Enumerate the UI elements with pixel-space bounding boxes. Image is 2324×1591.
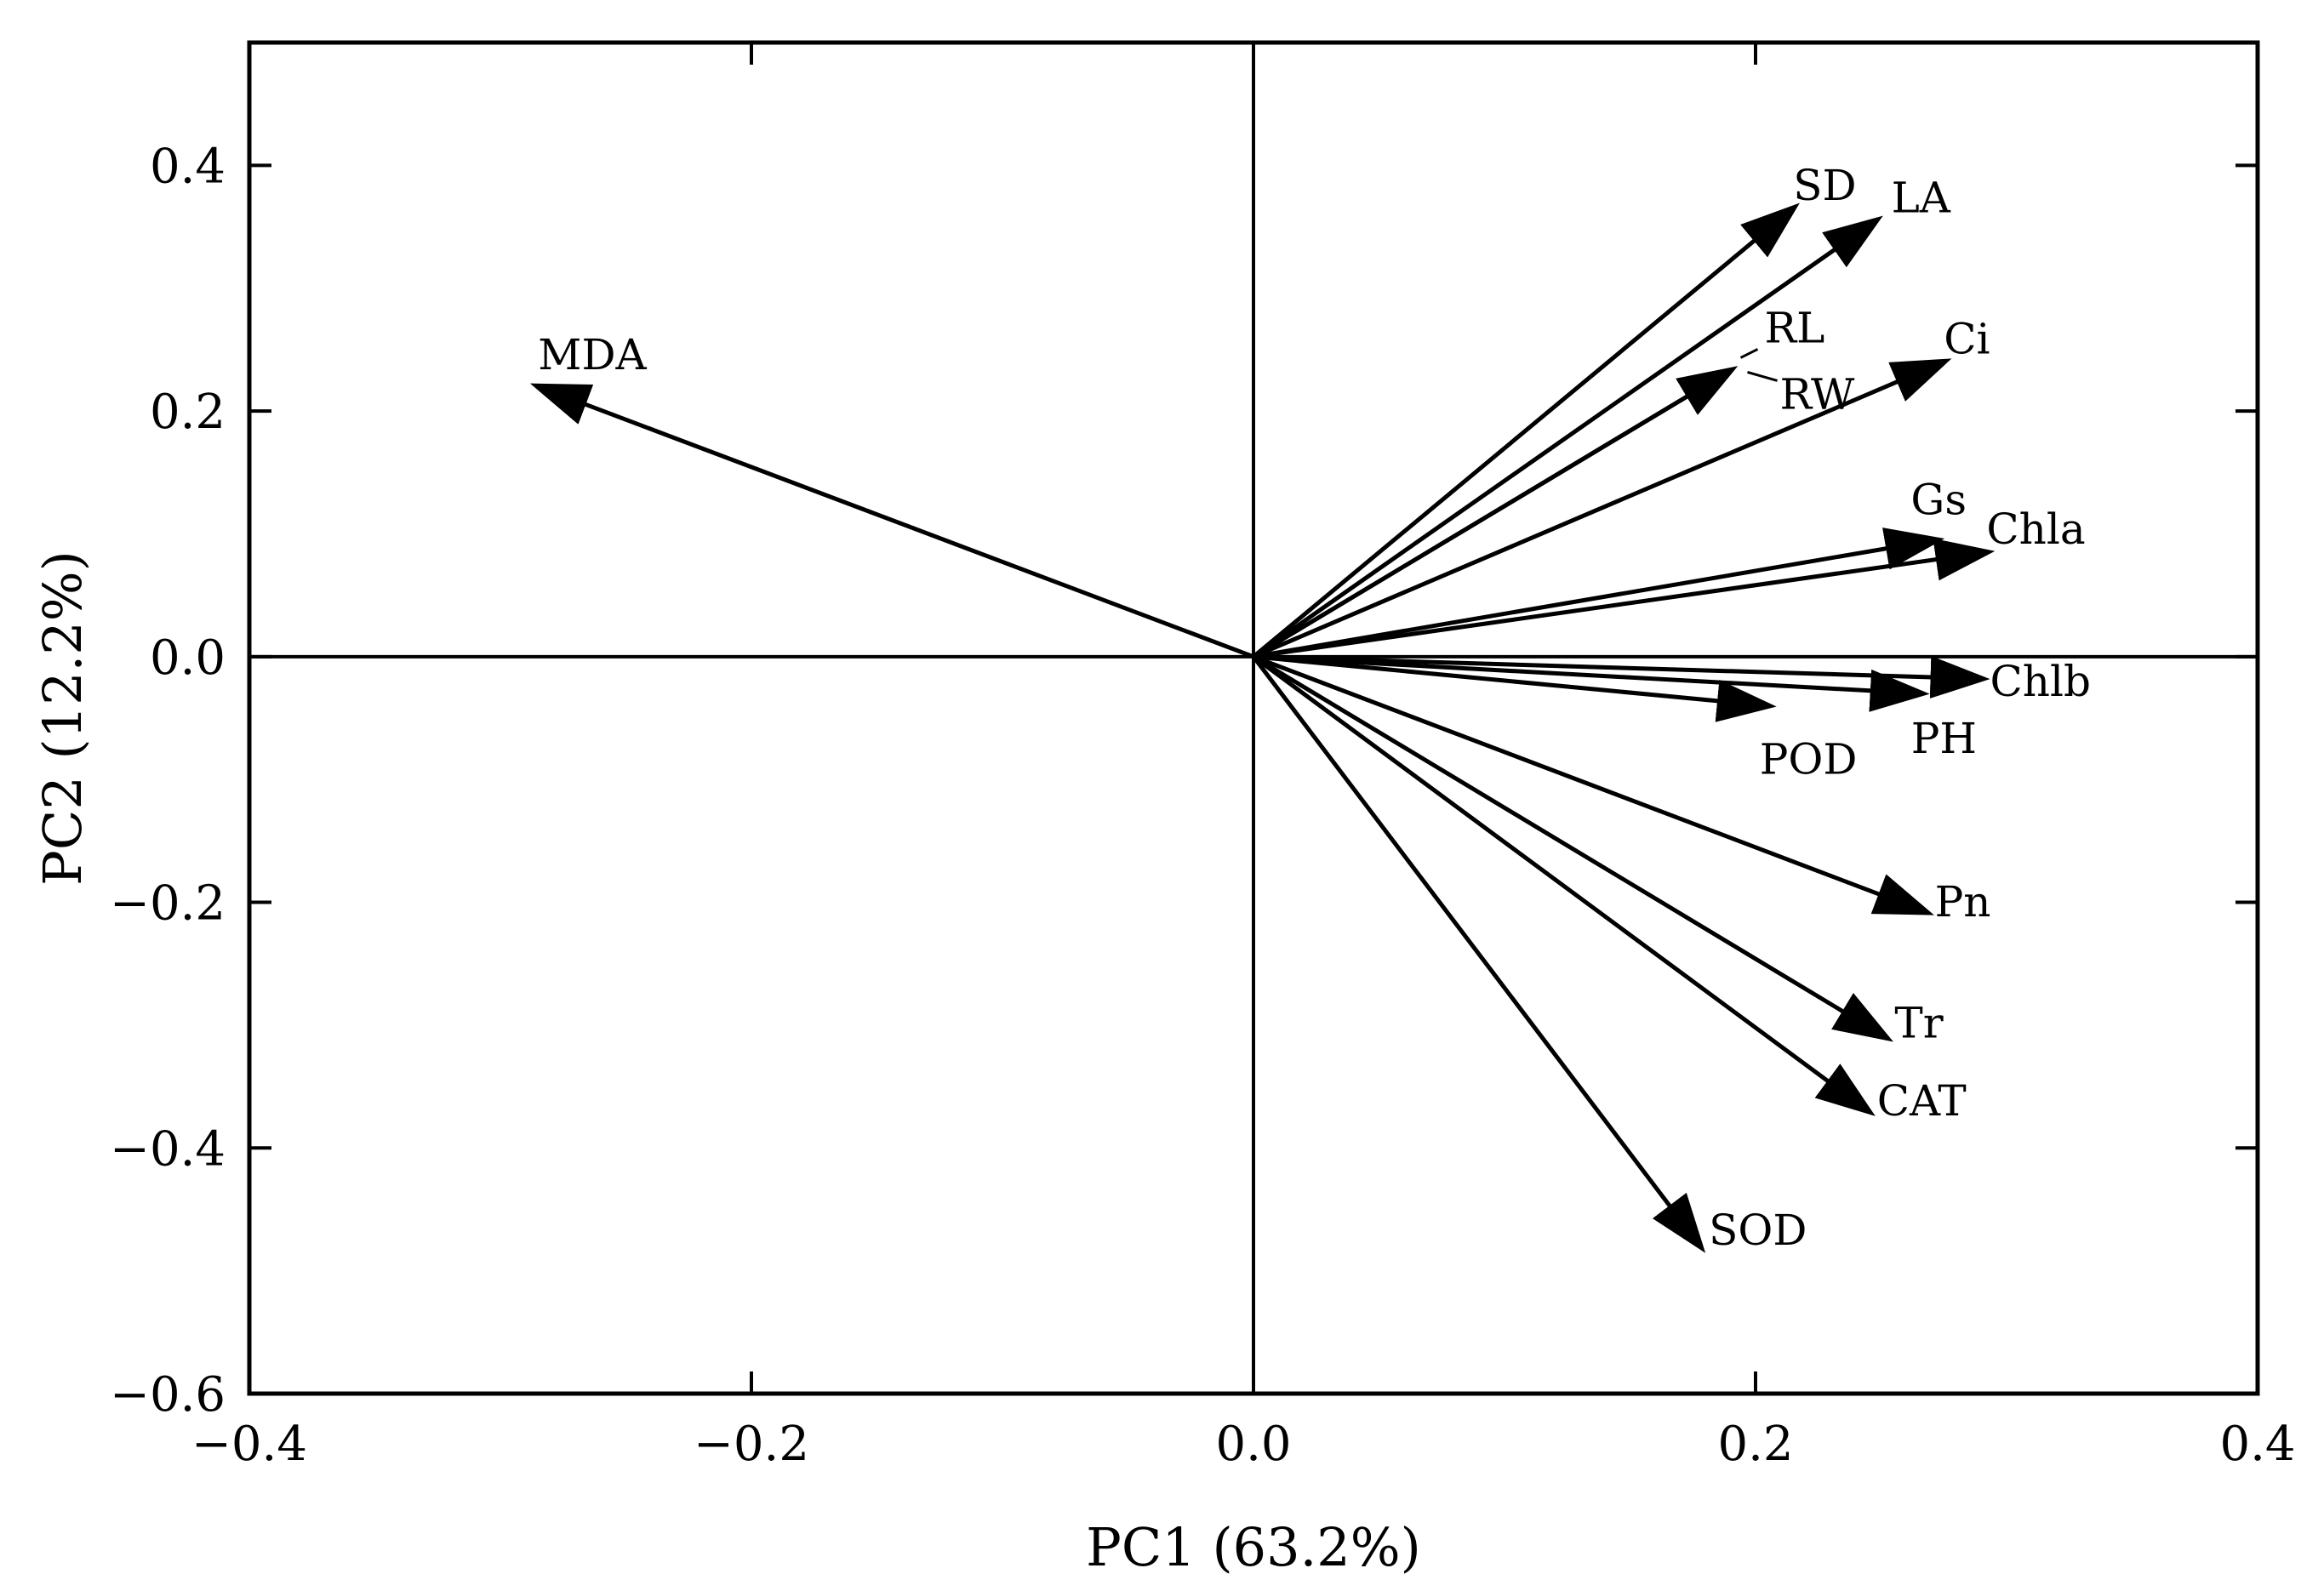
vector-pod	[1253, 654, 1777, 722]
label-sd: SD	[1793, 161, 1856, 210]
y-tick-label: 0.0	[150, 630, 226, 686]
y-axis-title: PC2 (12.2%)	[31, 550, 94, 886]
x-tick-label: −0.2	[694, 1417, 809, 1472]
y-tick-label: 0.2	[150, 385, 226, 440]
label-chla: Chla	[1986, 505, 2085, 554]
x-tick-label: −0.4	[191, 1417, 307, 1472]
vector-rw	[1252, 366, 1739, 659]
label-chlb: Chlb	[1990, 657, 2091, 706]
vector-gs	[1253, 527, 1945, 659]
vector-sd	[1252, 202, 1800, 659]
loading-labels: MDA SD LA RL RW Ci Gs Chla Chlb PH POD Pn Tr CAT SOD	[538, 161, 2091, 1255]
y-tick-label: 0.4	[150, 139, 226, 194]
vector-tr	[1252, 654, 1893, 1042]
vector-ph	[1253, 654, 1930, 712]
label-sod: SOD	[1709, 1206, 1807, 1255]
vector-cat	[1252, 654, 1876, 1116]
y-tick-label: −0.2	[110, 876, 226, 932]
label-leader-lines	[1739, 348, 1778, 382]
y-tick-label: −0.6	[110, 1367, 226, 1423]
label-rl: RL	[1765, 303, 1825, 352]
vector-chla	[1253, 538, 1996, 659]
label-pod: POD	[1760, 735, 1858, 784]
y-tick-label: −0.4	[110, 1121, 226, 1177]
x-tick-label: 0.4	[2219, 1417, 2295, 1472]
vector-chlb	[1253, 654, 1990, 699]
vector-sod	[1252, 655, 1706, 1253]
label-ci: Ci	[1944, 314, 1990, 363]
vector-ci	[1253, 358, 1952, 659]
leader-rl	[1739, 348, 1759, 359]
vector-pn	[1253, 654, 1934, 915]
loading-vectors	[529, 202, 1996, 1253]
label-cat: CAT	[1877, 1076, 1967, 1126]
label-tr: Tr	[1894, 998, 1943, 1047]
x-axis-title: PC1 (63.2%)	[1086, 1516, 1421, 1578]
label-la: LA	[1892, 173, 1951, 222]
label-rw: RW	[1780, 369, 1856, 419]
leader-rw	[1747, 371, 1778, 382]
vector-mda	[529, 383, 1254, 659]
label-gs: Gs	[1910, 476, 1967, 525]
axis-ticks: −0.4 −0.2 0.0 0.2 0.4−0.6−0.4−0.20.00.20.4	[110, 43, 2296, 1472]
label-ph: PH	[1911, 714, 1977, 763]
label-pn: Pn	[1935, 877, 1991, 927]
x-tick-label: 0.2	[1717, 1417, 1793, 1472]
vector-la	[1252, 215, 1883, 659]
label-mda: MDA	[538, 330, 647, 379]
x-tick-label: 0.0	[1215, 1417, 1291, 1472]
